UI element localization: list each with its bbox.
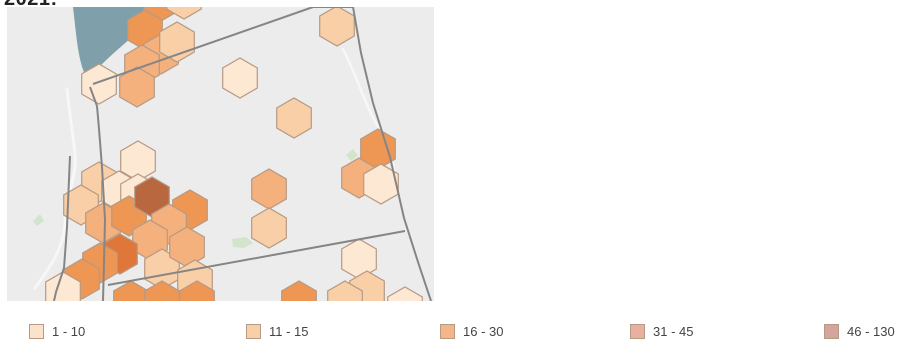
legend-item-3[interactable]: 16 - 30 [440, 319, 503, 343]
hexagon-cell[interactable] [276, 97, 312, 139]
state-border [89, 86, 107, 301]
hexagon-cell[interactable] [179, 280, 215, 301]
page-title-fragment: 2021: [4, 0, 58, 11]
legend-label-4: 31 - 45 [653, 323, 694, 339]
hexagon-cell[interactable] [319, 7, 355, 47]
legend-item-1[interactable]: 1 - 10 [29, 319, 85, 343]
legend-swatch-1 [29, 323, 44, 339]
map-canvas[interactable] [7, 7, 434, 301]
river-line [341, 47, 398, 179]
park-shape [346, 149, 358, 161]
legend-label-5: 46 - 130 [847, 323, 895, 339]
legend-label-2: 11 - 15 [269, 323, 309, 339]
legend-label-1: 1 - 10 [52, 323, 86, 339]
state-border [107, 230, 406, 286]
hexagon-cell[interactable] [166, 7, 202, 20]
legend-swatch-5 [824, 323, 839, 339]
hexagon-cell[interactable] [251, 207, 287, 249]
hexagon-cell[interactable] [169, 226, 205, 268]
hexagon-cell[interactable] [281, 280, 317, 301]
hex-map[interactable] [7, 7, 434, 301]
hexagon-cell[interactable] [327, 280, 363, 301]
hexagon-cell[interactable] [251, 168, 287, 210]
hexagon-cell[interactable] [81, 63, 117, 105]
hexagon-cell[interactable] [119, 66, 155, 108]
legend-item-4[interactable]: 31 - 45 [630, 319, 693, 343]
hexagon-layer [45, 7, 423, 301]
legend-item-2[interactable]: 11 - 15 [246, 319, 309, 343]
legend: 1 - 10 11 - 15 16 - 30 31 - 45 46 - 130 [0, 319, 917, 343]
hexagon-cell[interactable] [360, 128, 396, 170]
hexagon-cell[interactable] [144, 280, 180, 301]
park-shape [232, 237, 253, 248]
legend-swatch-4 [630, 323, 645, 339]
legend-item-5[interactable]: 46 - 130 [824, 319, 895, 343]
legend-swatch-3 [440, 323, 455, 339]
state-border [53, 155, 71, 301]
hexagon-cell[interactable] [222, 57, 258, 99]
legend-swatch-2 [246, 323, 261, 339]
river-line [33, 87, 77, 290]
park-shape [33, 214, 44, 226]
state-border [313, 7, 432, 301]
hexagon-cell[interactable] [387, 286, 423, 301]
hexagon-cell[interactable] [120, 140, 156, 182]
state-border [92, 7, 314, 85]
legend-label-3: 16 - 30 [463, 323, 504, 339]
